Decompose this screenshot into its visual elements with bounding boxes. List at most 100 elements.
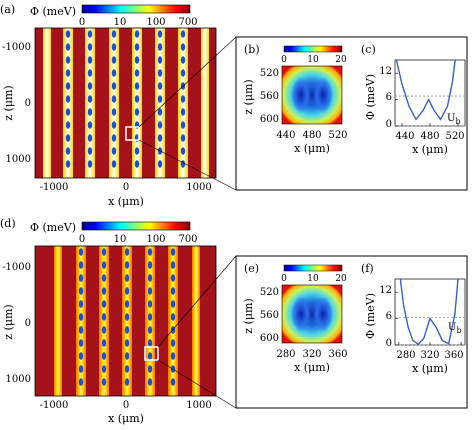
edge-stripe <box>192 246 200 396</box>
ylabel: z (μm) <box>2 85 15 120</box>
zoom-connector <box>157 359 237 409</box>
colorbar-label: Φ (meV) <box>30 5 76 18</box>
inset-colorbar-tick: 0 <box>281 55 287 65</box>
inset-colorbar-tick: 10 <box>307 55 319 65</box>
trap-site <box>87 43 93 51</box>
trap-site <box>87 30 93 38</box>
xtick: 1000 <box>186 182 211 193</box>
trap-site <box>134 108 140 116</box>
ytick: 560 <box>260 91 279 102</box>
trap-site <box>134 95 140 103</box>
trap-site <box>65 56 71 64</box>
trap-site <box>65 30 71 38</box>
trap-site <box>147 248 153 256</box>
trap-site <box>170 313 176 321</box>
trap-site <box>134 69 140 77</box>
trap-site <box>124 287 130 295</box>
potential-curve <box>395 59 456 121</box>
trap-site <box>111 134 117 142</box>
trap-site <box>124 378 130 386</box>
main-colorbar-top: Φ (meV) 0 10 100 700 <box>30 4 198 28</box>
trap-site <box>111 30 117 38</box>
panel-e-tag: (e) <box>244 262 259 275</box>
potential-stripe <box>155 28 165 178</box>
trap-site <box>124 339 130 347</box>
ytick: 1000 <box>6 374 31 385</box>
trap-site <box>65 95 71 103</box>
trap-site <box>87 82 93 90</box>
xtick: -1000 <box>40 182 69 193</box>
colorbar-tick: 10 <box>114 17 127 28</box>
figure-top-row: (a) Φ (meV) 0 10 100 700 -1000 0 1000 z … <box>0 3 468 208</box>
colorbar-tick: 0 <box>79 17 85 28</box>
xlabel: x (μm) <box>294 142 330 155</box>
xlabel: x (μm) <box>108 412 144 425</box>
trap-site <box>147 365 153 373</box>
trap-site <box>111 160 117 168</box>
edge-stripe <box>54 246 62 396</box>
zoom-box <box>144 346 159 361</box>
stripe-group <box>43 28 209 178</box>
trap-site <box>65 43 71 51</box>
trap-site <box>87 134 93 142</box>
potential-stripe <box>85 28 95 178</box>
trap-site <box>124 248 130 256</box>
ytick: 560 <box>260 310 279 321</box>
trap-site <box>170 248 176 256</box>
colorbar-tick: 700 <box>178 234 197 245</box>
xtick: 280 <box>396 350 415 361</box>
trap-site <box>147 313 153 321</box>
inset-colorbar-tick: 0 <box>281 274 287 284</box>
trap-site <box>170 339 176 347</box>
trap-site <box>157 56 163 64</box>
trap-site <box>78 352 84 360</box>
reference-line-label-sub: b <box>455 117 460 126</box>
xtick: 320 <box>302 349 321 360</box>
trap-site <box>87 69 93 77</box>
trap-site <box>65 108 71 116</box>
potential-well-left <box>291 77 311 113</box>
potential-stripe <box>122 246 132 396</box>
trap-site <box>180 95 186 103</box>
axes-d: -1000 0 1000 z (μm) -1000 0 1000 x (μm) <box>2 262 212 425</box>
trap-site <box>87 95 93 103</box>
xlabel: x (μm) <box>294 361 330 374</box>
stripe-group <box>54 246 200 396</box>
heatmap-d <box>34 245 217 397</box>
heatmap-background <box>35 28 216 178</box>
trap-site <box>87 160 93 168</box>
trap-site <box>157 121 163 129</box>
heatmap-a <box>34 27 217 179</box>
trap-site <box>111 56 117 64</box>
colorbar-tick: 100 <box>146 17 165 28</box>
panel-d-tag: (d) <box>0 217 16 230</box>
xtick: 1000 <box>186 400 211 411</box>
xlabel: x (μm) <box>412 362 448 375</box>
heatmap-frame <box>34 27 217 179</box>
trap-site <box>180 160 186 168</box>
trap-site <box>87 121 93 129</box>
ytick: 520 <box>260 68 279 79</box>
trap-site <box>147 287 153 295</box>
trap-site <box>157 43 163 51</box>
xtick: 520 <box>445 131 464 142</box>
trap-site <box>180 69 186 77</box>
trap-site <box>157 69 163 77</box>
zoom-connector <box>157 255 237 348</box>
trap-site <box>170 352 176 360</box>
zoom-box <box>125 126 140 141</box>
zoom-callout-box <box>235 36 468 191</box>
trap-site <box>180 56 186 64</box>
trap-site <box>124 313 130 321</box>
potential-stripe <box>99 246 109 396</box>
trap-site <box>124 274 130 282</box>
xtick: 360 <box>444 350 463 361</box>
xtick: 280 <box>276 349 295 360</box>
inset-colorbar-tick: 20 <box>335 274 347 284</box>
ytick: 0 <box>25 318 31 329</box>
trap-site <box>147 378 153 386</box>
trap-site <box>87 56 93 64</box>
trap-site <box>157 30 163 38</box>
trap-site <box>111 147 117 155</box>
trap-site <box>134 30 140 38</box>
